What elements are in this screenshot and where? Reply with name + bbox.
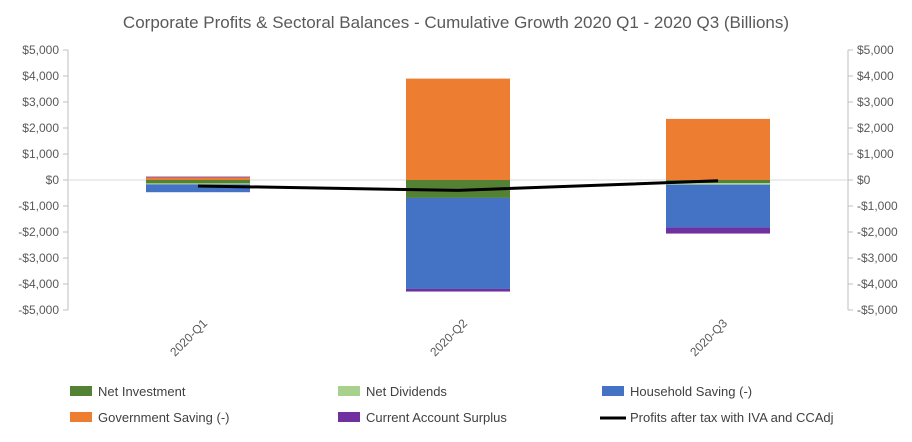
left-tick-label: $1,000 (22, 147, 59, 161)
bars (146, 78, 770, 292)
bar-net-dividends-2020-q1 (146, 183, 250, 185)
bar-current-account-surplus-2020-q1 (146, 176, 250, 178)
category-label: 2020-Q1 (167, 316, 210, 359)
legend-label: Government Saving (-) (98, 410, 230, 425)
right-tick-label: $5,000 (857, 43, 894, 57)
bar-current-account-surplus-2020-q2 (406, 288, 510, 292)
right-tick-label: $2,000 (857, 121, 894, 135)
category-label: 2020-Q2 (427, 316, 470, 359)
right-tick-label: $0 (857, 173, 871, 187)
bar-household-saving-2020-q3 (666, 184, 770, 228)
legend-label: Current Account Surplus (366, 410, 507, 425)
bar-government-saving-2020-q1 (146, 177, 250, 180)
legend-swatch (602, 386, 624, 396)
profits-line (197, 179, 719, 192)
category-labels: 2020-Q1 2020-Q2 2020-Q3 (167, 316, 730, 359)
legend-label: Net Dividends (366, 384, 447, 399)
left-tick-label: -$2,000 (18, 225, 59, 239)
right-y-axis: $5,000 $4,000 $3,000 $2,000 $1,000 $0 -$1,000 -… (848, 43, 898, 317)
right-tick-label: $1,000 (857, 147, 894, 161)
right-tick-label: -$2,000 (857, 225, 898, 239)
left-tick-label: $5,000 (22, 43, 59, 57)
bar-household-saving-2020-q1 (146, 184, 250, 193)
right-tick-label: -$3,000 (857, 251, 898, 265)
bar-current-account-surplus-2020-q3 (666, 227, 770, 234)
bar-net-dividends-2020-q3 (666, 183, 770, 185)
legend-swatch (338, 386, 360, 396)
legend-swatch (338, 412, 360, 422)
left-tick-label: $2,000 (22, 121, 59, 135)
legend-label: Net Investment (98, 384, 186, 399)
right-tick-label: $3,000 (857, 95, 894, 109)
left-tick-label: -$4,000 (18, 277, 59, 291)
left-tick-label: -$1,000 (18, 199, 59, 213)
left-tick-label: $0 (46, 173, 60, 187)
bar-government-saving-2020-q3 (666, 118, 770, 180)
bar-household-saving-2020-q2 (406, 197, 510, 289)
legend-swatch (70, 386, 92, 396)
right-tick-label: -$1,000 (857, 199, 898, 213)
legend-swatch (70, 412, 92, 422)
right-tick-label: -$4,000 (857, 277, 898, 291)
legend-label: Household Saving (-) (630, 384, 752, 399)
left-y-axis: $5,000 $4,000 $3,000 $2,000 $1,000 $0 -$1,000 -… (18, 43, 68, 317)
right-tick-label: -$5,000 (857, 303, 898, 317)
chart-title: Corporate Profits & Sectoral Balances - … (123, 13, 789, 32)
left-tick-label: $4,000 (22, 69, 59, 83)
bar-government-saving-2020-q2 (406, 78, 510, 180)
left-tick-label: $3,000 (22, 95, 59, 109)
left-tick-label: -$5,000 (18, 303, 59, 317)
bar-net-investment-2020-q1 (146, 180, 250, 184)
legend: Net Investment Net Dividends Household Sav… (70, 384, 834, 425)
left-tick-label: -$3,000 (18, 251, 59, 265)
right-tick-label: $4,000 (857, 69, 894, 83)
category-label: 2020-Q3 (687, 316, 730, 359)
legend-label: Profits after tax with IVA and CCAdj (630, 410, 834, 425)
